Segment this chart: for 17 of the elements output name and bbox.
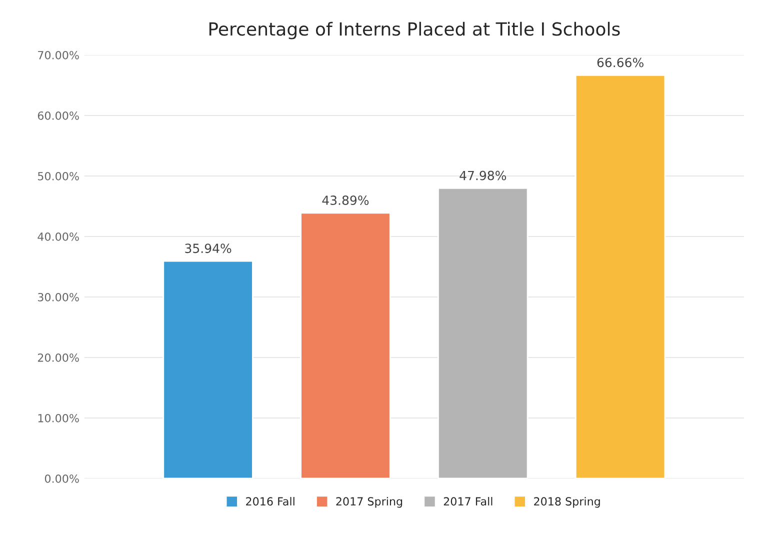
chart-title: Percentage of Interns Placed at Title I Schools	[209, 22, 620, 40]
legend-label: 2017 Spring	[336, 496, 402, 508]
legend-label: 2016 Fall	[246, 496, 294, 506]
y-tick-label: 30.00%	[38, 292, 79, 302]
data-label: 43.89%	[322, 196, 369, 205]
y-tick-label: 20.00%	[38, 353, 79, 362]
legend-label: 2018 Spring	[534, 496, 600, 508]
y-tick-label: 50.00%	[38, 172, 79, 180]
data-label: 47.98%	[460, 170, 506, 180]
y-tick-label: 10.00%	[38, 414, 79, 422]
y-tick-label: 70.00%	[38, 50, 79, 60]
legend-label: 2017 Fall	[444, 496, 492, 506]
y-tick-label: 40.00%	[38, 232, 79, 241]
data-label: 35.94%	[185, 244, 232, 254]
y-tick-label: 0.00%	[44, 474, 79, 483]
data-label: 66.66%	[597, 58, 644, 68]
y-tick-label: 60.00%	[38, 111, 79, 120]
